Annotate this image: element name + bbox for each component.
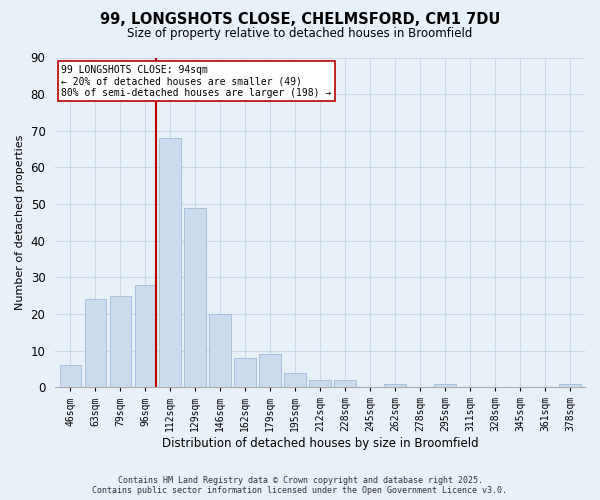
- Bar: [259, 354, 281, 387]
- Bar: [434, 384, 455, 387]
- Bar: [134, 284, 156, 387]
- Text: 99, LONGSHOTS CLOSE, CHELMSFORD, CM1 7DU: 99, LONGSHOTS CLOSE, CHELMSFORD, CM1 7DU: [100, 12, 500, 28]
- Bar: [284, 372, 306, 387]
- Bar: [160, 138, 181, 387]
- Bar: [235, 358, 256, 387]
- Bar: [559, 384, 581, 387]
- Bar: [59, 365, 81, 387]
- Bar: [310, 380, 331, 387]
- Bar: [385, 384, 406, 387]
- Bar: [334, 380, 356, 387]
- Bar: [85, 300, 106, 387]
- Text: Size of property relative to detached houses in Broomfield: Size of property relative to detached ho…: [127, 28, 473, 40]
- Text: 99 LONGSHOTS CLOSE: 94sqm
← 20% of detached houses are smaller (49)
80% of semi-: 99 LONGSHOTS CLOSE: 94sqm ← 20% of detac…: [61, 65, 332, 98]
- Bar: [184, 208, 206, 387]
- Text: Contains HM Land Registry data © Crown copyright and database right 2025.
Contai: Contains HM Land Registry data © Crown c…: [92, 476, 508, 495]
- Bar: [110, 296, 131, 387]
- X-axis label: Distribution of detached houses by size in Broomfield: Distribution of detached houses by size …: [162, 437, 478, 450]
- Bar: [209, 314, 231, 387]
- Y-axis label: Number of detached properties: Number of detached properties: [15, 134, 25, 310]
